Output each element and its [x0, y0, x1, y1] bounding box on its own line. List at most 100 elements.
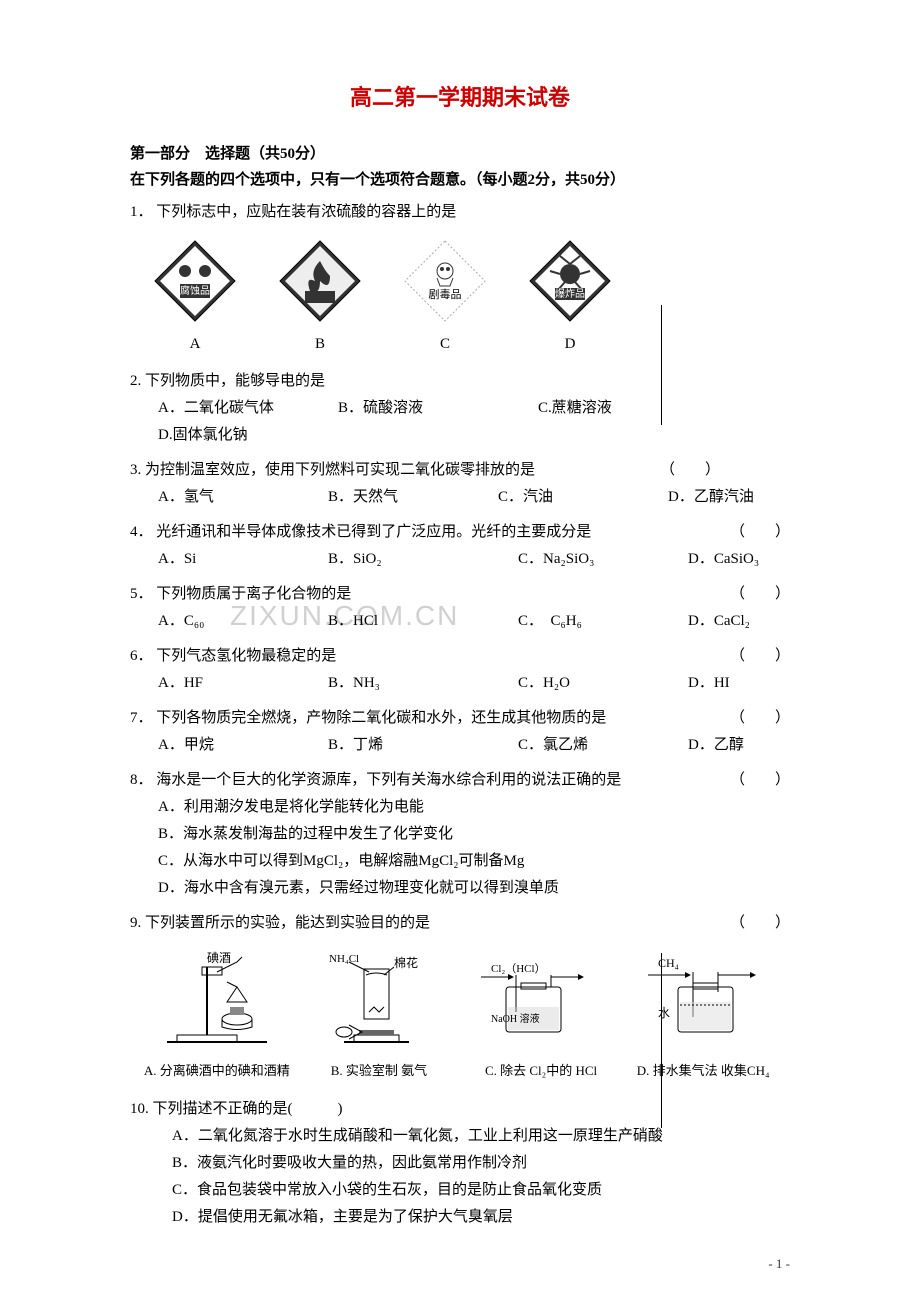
q3-text: 为控制温室效应，使用下列燃料可实现二氧化碳零排放的是: [145, 462, 535, 478]
label-b: B: [275, 331, 365, 358]
q2-opt-c: C.蔗糖溶液: [538, 395, 698, 422]
q7-opt-d: D．乙醇: [688, 732, 744, 759]
margin-line: [661, 305, 662, 425]
q5-opt-a: A．C₆₀: [158, 608, 298, 635]
label-c: C: [400, 331, 490, 358]
q9-opt-c: C. 除去 Cl₂中的 HCl: [464, 1059, 618, 1082]
q10-text: 下列描述不正确的是( ): [153, 1101, 343, 1117]
q8-opt-a: A．利用潮汐发电是将化学能转化为电能: [158, 794, 790, 821]
q9-paren: （ ）: [730, 910, 790, 937]
q7-opt-b: B．丁烯: [328, 732, 488, 759]
q3-opt-d: D．乙醇汽油: [668, 484, 754, 511]
svg-text:Cl₂（HCl）: Cl₂（HCl）: [491, 962, 546, 975]
q5-paren: （ ）: [730, 581, 790, 608]
content-area: 高二第一学期期末试卷 第一部分 选择题（共50分） 在下列各题的四个选项中，只有…: [130, 80, 790, 1231]
q9-opt-a: A. 分离碘酒中的碘和酒精: [140, 1059, 294, 1082]
q4-opt-b: B．SiO₂: [328, 546, 488, 573]
label-d: D: [525, 331, 615, 358]
question-3: 3. 为控制温室效应，使用下列燃料可实现二氧化碳零排放的是 （ ） A．氢气 B…: [130, 457, 790, 511]
question-7: 7． 下列各物质完全燃烧，产物除二氧化碳和水外，还生成其他物质的是 （ ） A．…: [130, 705, 790, 759]
experiment-diagrams: 碘酒 NH₄Cl 棉花: [130, 937, 790, 1059]
exp-b: NH₄Cl 棉花: [302, 947, 456, 1054]
q5-opt-c: C． C₆H₆: [518, 608, 658, 635]
q3-num: 3.: [130, 462, 141, 478]
q10-num: 10.: [130, 1101, 149, 1117]
exp-c: Cl₂（HCl） NaOH 溶液: [464, 947, 618, 1054]
q5-opt-b: B．HCl: [328, 608, 488, 635]
q8-opt-b: B．海水蒸发制海盐的过程中发生了化学变化: [158, 821, 790, 848]
svg-text:剧毒品: 剧毒品: [429, 288, 462, 301]
q6-opt-c: C．H₂O: [518, 670, 658, 697]
question-9: 9. 下列装置所示的实验，能达到实验目的的是 （ ） 碘酒: [130, 910, 790, 1088]
q7-text: 下列各物质完全燃烧，产物除二氧化碳和水外，还生成其他物质的是: [156, 710, 606, 726]
margin-line-2: [661, 953, 662, 1128]
svg-text:NaOH 溶液: NaOH 溶液: [491, 1012, 540, 1025]
q1-num: 1．: [130, 204, 153, 220]
q8-text: 海水是一个巨大的化学资源库，下列有关海水综合利用的说法正确的是: [156, 772, 621, 788]
question-1: 1． 下列标志中，应贴在装有浓硫酸的容器上的是 腐蚀品 A: [130, 199, 790, 358]
question-6: 6． 下列气态氢化物最稳定的是 （ ） A．HF B．NH₃ C．H₂O D．H…: [130, 643, 790, 697]
q3-opt-b: B．天然气: [328, 484, 468, 511]
svg-text:NH₄Cl: NH₄Cl: [329, 953, 359, 965]
q6-paren: （ ）: [730, 643, 790, 670]
label-a: A: [150, 331, 240, 358]
q10-opt-c: C．食品包装袋中常放入小袋的生石灰，目的是防止食品氧化变质: [172, 1177, 790, 1204]
q9-opt-d: D. 排水集气法 收集CH₄: [626, 1059, 780, 1082]
q2-opt-b: B．硫酸溶液: [338, 395, 508, 422]
q4-num: 4．: [130, 524, 153, 540]
question-5: 5． 下列物质属于离子化合物的是 （ ） A．C₆₀ B．HCl C． C₆H₆…: [130, 581, 790, 635]
q7-opt-a: A．甲烷: [158, 732, 298, 759]
q10-opt-a: A．二氧化氮溶于水时生成硝酸和一氧化氮，工业上利用这一原理生产硝酸: [172, 1123, 790, 1150]
q4-opt-d: D．CaSiO₃: [688, 546, 759, 573]
q8-num: 8．: [130, 772, 153, 788]
q4-text: 光纤通讯和半导体成像技术已得到了广泛应用。光纤的主要成分是: [156, 524, 591, 540]
q3-paren: （ ）: [660, 457, 720, 484]
q5-text: 下列物质属于离子化合物的是: [156, 586, 351, 602]
instructions: 在下列各题的四个选项中，只有一个选项符合题意。（每小题2分，共50分）: [130, 168, 790, 189]
q10-opt-d: D．提倡使用无氟冰箱，主要是为了保护大气臭氧层: [172, 1204, 790, 1231]
q7-paren: （ ）: [730, 705, 790, 732]
question-4: 4． 光纤通讯和半导体成像技术已得到了广泛应用。光纤的主要成分是 （ ） A．S…: [130, 519, 790, 573]
q5-opt-d: D．CaCl₂: [688, 608, 750, 635]
section-header: 第一部分 选择题（共50分）: [130, 142, 790, 163]
svg-text:棉花: 棉花: [394, 955, 418, 970]
hazard-a: 腐蚀品 A: [150, 236, 240, 358]
q7-num: 7．: [130, 710, 153, 726]
hazard-c: 剧毒品 C: [400, 236, 490, 358]
question-8: 8． 海水是一个巨大的化学资源库，下列有关海水综合利用的说法正确的是 （ ） A…: [130, 767, 790, 902]
q6-text: 下列气态氢化物最稳定的是: [156, 648, 336, 664]
svg-text:爆炸品: 爆炸品: [555, 288, 585, 300]
q4-paren: （ ）: [730, 519, 790, 546]
page-number: - 1 -: [768, 1256, 790, 1272]
q9-opt-b: B. 实验室制 氨气: [302, 1059, 456, 1082]
q6-opt-b: B．NH₃: [328, 670, 488, 697]
q9-num: 9.: [130, 915, 141, 931]
svg-text:腐蚀品: 腐蚀品: [180, 284, 210, 297]
page-title: 高二第一学期期末试卷: [130, 80, 790, 112]
q10-opt-b: B．液氨汽化时要吸收大量的热，因此氨常用作制冷剂: [172, 1150, 790, 1177]
q1-images: 腐蚀品 A B 剧毒品: [130, 236, 790, 358]
q4-opt-c: C．Na₂SiO₃: [518, 546, 658, 573]
exp-d: CH₄ 水: [626, 947, 780, 1054]
q8-opt-d: D．海水中含有溴元素，只需经过物理变化就可以得到溴单质: [158, 875, 790, 902]
q1-text: 下列标志中，应贴在装有浓硫酸的容器上的是: [156, 204, 456, 220]
exp-a: 碘酒: [140, 947, 294, 1054]
q8-paren: （ ）: [730, 767, 790, 794]
q9-text: 下列装置所示的实验，能达到实验目的的是: [145, 915, 430, 931]
q2-opt-d: D.固体氯化钠: [158, 422, 248, 449]
q7-opt-c: C．氯乙烯: [518, 732, 658, 759]
q3-opt-a: A．氢气: [158, 484, 298, 511]
question-10: 10. 下列描述不正确的是( ) A．二氧化氮溶于水时生成硝酸和一氧化氮，工业上…: [130, 1096, 790, 1231]
q6-num: 6．: [130, 648, 153, 664]
q6-opt-d: D．HI: [688, 670, 730, 697]
svg-text:碘酒: 碘酒: [207, 951, 231, 965]
hazard-b: B: [275, 236, 365, 358]
question-2: 2. 下列物质中，能够导电的是 A．二氧化碳气体 B．硫酸溶液 C.蔗糖溶液 D…: [130, 368, 790, 449]
q2-text: 下列物质中，能够导电的是: [145, 373, 325, 389]
q8-opt-c: C．从海水中可以得到MgCl₂，电解熔融MgCl₂可制备Mg: [158, 848, 790, 875]
svg-text:水: 水: [658, 1006, 670, 1020]
q2-opt-a: A．二氧化碳气体: [158, 395, 308, 422]
q6-opt-a: A．HF: [158, 670, 298, 697]
q5-num: 5．: [130, 586, 153, 602]
hazard-d: 爆炸品 D: [525, 236, 615, 358]
